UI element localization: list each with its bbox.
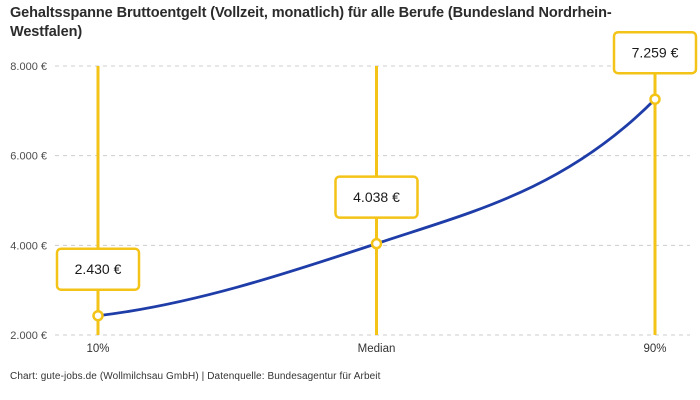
y-axis-tick-label: 2.000 € [10,330,47,342]
value-label-box [55,247,141,291]
chart-title: Gehaltsspanne Bruttoentgelt (Vollzeit, m… [10,5,612,40]
x-axis-category-label: Median [358,343,396,355]
y-axis-tick-label: 4.000 € [10,240,47,252]
data-point-marker-Median[interactable] [370,237,383,250]
y-axis-tick-label: 8.000 € [10,61,47,73]
value-label: 2.430 € [75,261,122,277]
chart-credit: Chart: gute-jobs.de (Wollmilchsau GmbH) … [10,371,381,382]
y-axis-tick-label: 6.000 € [10,151,47,163]
data-point-marker-90%[interactable] [649,93,661,105]
value-label-box [334,175,419,219]
data-point-marker-10%[interactable] [92,309,104,322]
value-label: 7.259 € [632,45,679,61]
value-label: 4.038 € [353,189,400,205]
x-axis-category-label: 10% [86,343,109,355]
x-axis-category-label: 90% [643,343,666,355]
value-label-box [612,30,698,75]
